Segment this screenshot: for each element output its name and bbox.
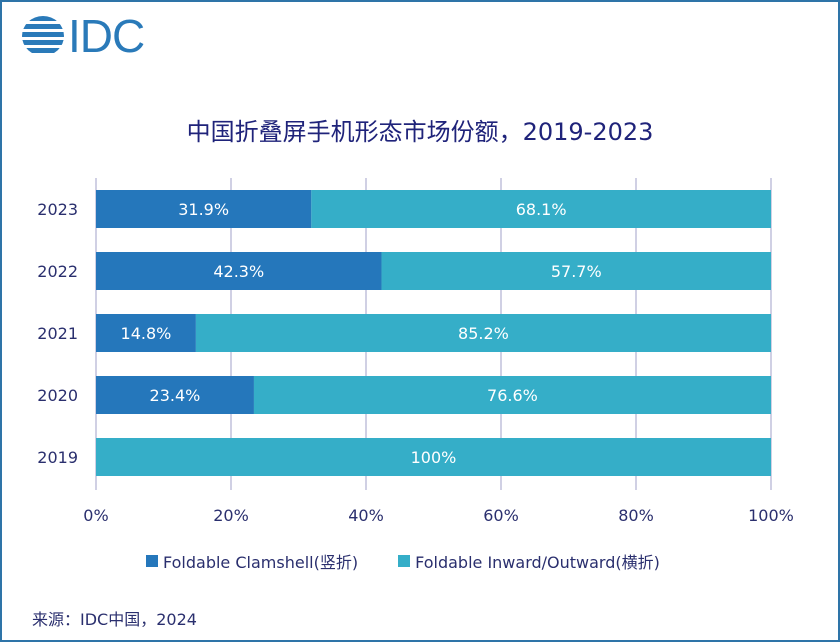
legend-label: Foldable Inward/Outward(横折) [415, 553, 660, 572]
data-label: 14.8% [121, 324, 172, 343]
legend: Foldable Clamshell(竖折) Foldable Inward/O… [146, 549, 660, 573]
y-category-label: 2020 [37, 386, 78, 405]
x-tick-label: 60% [483, 506, 519, 525]
y-category-label: 2022 [37, 262, 78, 281]
x-tick-label: 80% [618, 506, 654, 525]
y-category-label: 2023 [37, 200, 78, 219]
x-tick-label: 100% [748, 506, 794, 525]
idc-globe-icon [22, 16, 64, 56]
data-label: 68.1% [516, 200, 567, 219]
bar-segment [253, 376, 771, 414]
bar-segment [311, 190, 771, 228]
data-label: 23.4% [150, 386, 201, 405]
data-label: 42.3% [213, 262, 264, 281]
data-label: 100% [411, 448, 457, 467]
legend-label: Foldable Clamshell(竖折) [163, 553, 359, 572]
x-tick-label: 40% [348, 506, 384, 525]
bar-segment [96, 314, 196, 352]
legend-swatch-inward-outward [398, 555, 411, 567]
data-label: 31.9% [178, 200, 229, 219]
source-note: 来源：IDC中国，2024 [32, 610, 197, 629]
legend-item-inward-outward: Foldable Inward/Outward(横折) [398, 549, 660, 573]
y-category-label: 2021 [37, 324, 78, 343]
bar-segment [96, 252, 382, 290]
bar-segment [195, 314, 771, 352]
y-category-label: 2019 [37, 448, 78, 467]
logo-text: IDC [68, 10, 145, 62]
chart-title: 中国折叠屏手机形态市场份额，2019-2023 [186, 118, 654, 146]
data-label: 76.6% [487, 386, 538, 405]
bar-segment [96, 376, 254, 414]
bar-segment [96, 190, 312, 228]
bar-segment [96, 438, 771, 476]
x-tick-label: 0% [83, 506, 108, 525]
legend-item-clamshell: Foldable Clamshell(竖折) [146, 549, 358, 573]
idc-logo: IDC [22, 10, 145, 62]
legend-swatch-clamshell [146, 555, 158, 567]
data-label: 85.2% [458, 324, 509, 343]
bar-segment [381, 252, 771, 290]
x-tick-label: 20% [213, 506, 249, 525]
data-label: 57.7% [551, 262, 602, 281]
